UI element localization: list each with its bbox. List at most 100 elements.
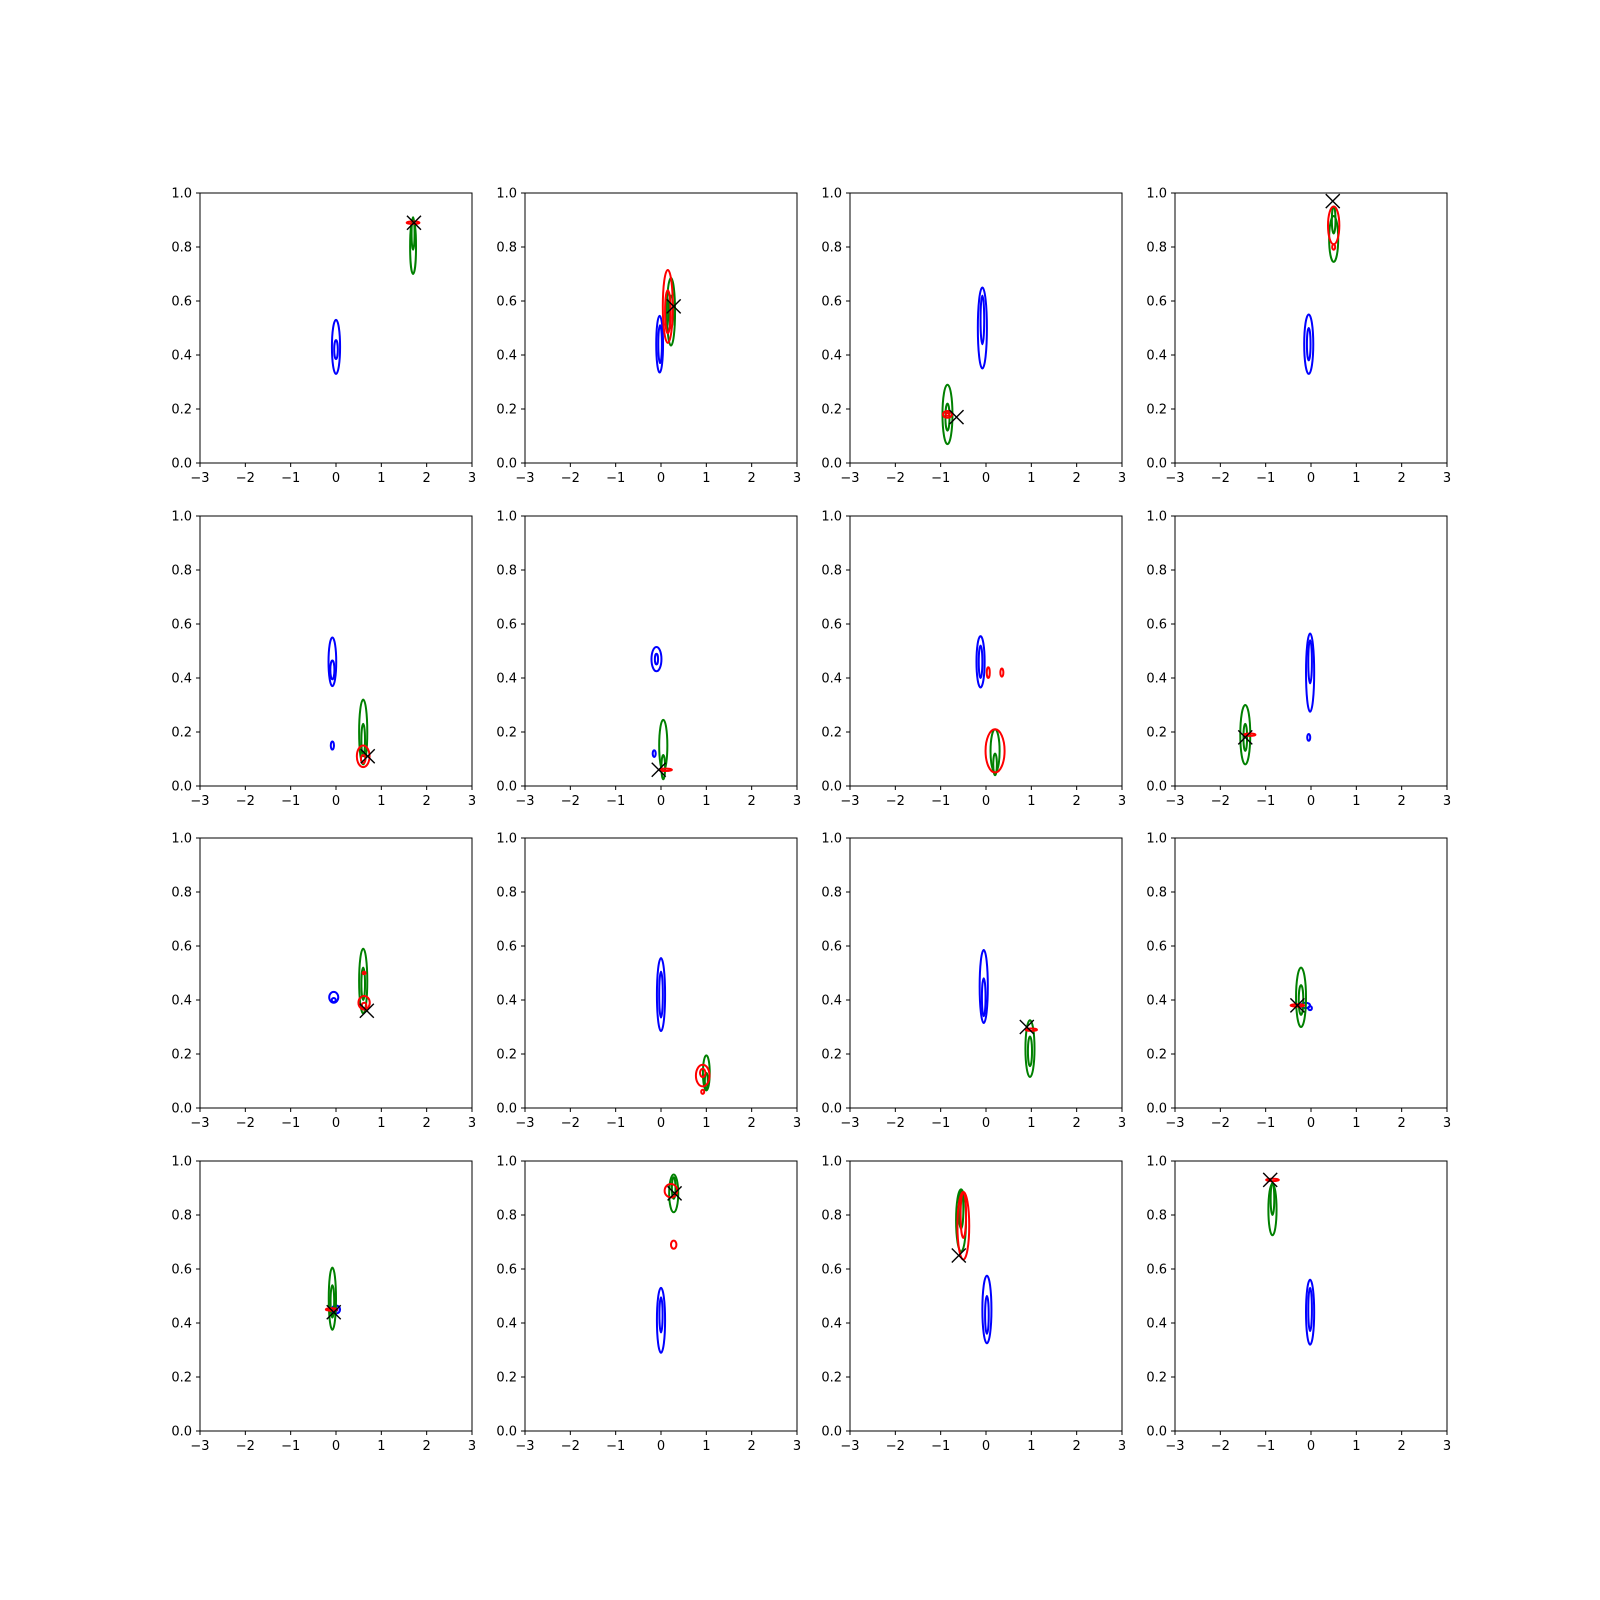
x-tick-label: −2	[886, 794, 905, 809]
x-tick-label: 3	[793, 794, 801, 809]
x-tick-label: −1	[1256, 794, 1275, 809]
blue-contour-2	[657, 324, 663, 365]
y-tick-label: 0.4	[821, 1317, 842, 1332]
blue-contour-1	[655, 957, 667, 1033]
plot-area	[324, 1266, 342, 1331]
y-tick-label: 0.0	[1146, 1425, 1167, 1440]
x-tick-label: −2	[561, 794, 580, 809]
y-tick-label: 0.8	[821, 1209, 842, 1224]
blue-contour-2	[1307, 639, 1313, 685]
y-tick-label: 0.8	[496, 241, 517, 256]
subplot-9: −3 −2 −1 0 1 2 3 0.0 0.2 0.4 0.6 0.8 1.0	[171, 832, 476, 1132]
y-tick-label: 1.0	[821, 1155, 842, 1170]
y-tick-label: 0.6	[821, 618, 842, 633]
red-contour-2	[985, 666, 991, 679]
axes-frame	[524, 1160, 798, 1432]
x-tick-label: 2	[748, 794, 756, 809]
red-contour-3	[700, 1088, 706, 1095]
y-tick-label: 0.4	[171, 1317, 192, 1332]
blue-contour-1	[330, 318, 342, 375]
y-tick-label: 0.8	[821, 241, 842, 256]
green-contour-2	[670, 1176, 677, 1200]
subplot-3: −3 −2 −1 0 1 2 3 0.0 0.2 0.4 0.6 0.8 1.0	[821, 187, 1126, 487]
plot-area	[1303, 193, 1341, 375]
subplot-16: −3 −2 −1 0 1 2 3 0.0 0.2 0.4 0.6 0.8 1.0	[1146, 1155, 1451, 1455]
y-tick-label: 0.0	[1146, 1102, 1167, 1117]
green-contour-2	[1242, 722, 1249, 752]
blue-contour-3	[1306, 733, 1312, 742]
y-tick-label: 0.4	[171, 672, 192, 687]
y-tick-label: 0.0	[171, 1425, 192, 1440]
x-marker	[360, 748, 376, 764]
x-tick-label: −2	[1211, 1116, 1230, 1131]
y-tick-label: 0.8	[171, 564, 192, 579]
subplot-5: −3 −2 −1 0 1 2 3 0.0 0.2 0.4 0.6 0.8 1.0	[171, 510, 476, 810]
x-tick-label: −1	[606, 471, 625, 486]
y-tick-label: 1.0	[496, 187, 517, 202]
y-tick-label: 0.6	[496, 1263, 517, 1278]
x-marker	[1262, 1172, 1278, 1188]
x-tick-label: 2	[423, 471, 431, 486]
x-tick-label: 1	[1352, 1439, 1360, 1454]
blue-contour-2	[980, 977, 987, 1018]
y-tick-label: 0.8	[496, 564, 517, 579]
x-tick-label: 3	[468, 471, 476, 486]
blue-contour-2	[333, 339, 339, 361]
y-tick-label: 1.0	[1146, 510, 1167, 525]
blue-contour-1	[655, 1286, 667, 1354]
y-tick-label: 1.0	[821, 187, 842, 202]
subplot-7: −3 −2 −1 0 1 2 3 0.0 0.2 0.4 0.6 0.8 1.0	[821, 510, 1126, 810]
x-tick-label: 1	[1352, 471, 1360, 486]
x-marker	[666, 298, 682, 314]
x-marker	[1325, 193, 1341, 209]
red-contour-2	[698, 1067, 707, 1078]
x-tick-label: 2	[423, 794, 431, 809]
y-tick-label: 0.0	[821, 1425, 842, 1440]
x-tick-label: 3	[468, 1116, 476, 1131]
axes-frame	[199, 192, 473, 464]
x-tick-label: −2	[561, 1116, 580, 1131]
axes-frame	[1174, 837, 1448, 1109]
x-tick-label: 3	[1443, 471, 1451, 486]
green-contour-1	[941, 383, 954, 446]
x-tick-label: −1	[931, 1439, 950, 1454]
y-tick-label: 0.6	[821, 940, 842, 955]
plot-area	[655, 957, 711, 1095]
y-tick-label: 1.0	[821, 510, 842, 525]
green-contour-1	[358, 698, 369, 766]
red-contour-1	[1289, 1003, 1306, 1008]
x-tick-label: −3	[1165, 471, 1184, 486]
green-contour-1	[1267, 1182, 1278, 1237]
plot-area	[330, 215, 422, 375]
red-contour-3	[999, 667, 1005, 678]
blue-contour-1	[650, 645, 663, 673]
x-tick-label: 3	[1118, 471, 1126, 486]
x-tick-label: 0	[982, 471, 990, 486]
y-tick-label: 0.0	[496, 457, 517, 472]
y-tick-label: 0.2	[496, 1371, 517, 1386]
green-contour-2	[410, 216, 416, 251]
x-tick-label: 2	[748, 471, 756, 486]
blue-contour-2	[977, 644, 984, 679]
x-tick-label: −2	[1211, 1439, 1230, 1454]
y-tick-label: 0.6	[496, 940, 517, 955]
x-tick-label: −3	[190, 1116, 209, 1131]
y-tick-label: 0.8	[496, 1209, 517, 1224]
y-tick-label: 1.0	[1146, 187, 1167, 202]
y-tick-label: 0.8	[171, 1209, 192, 1224]
y-tick-label: 0.6	[1146, 940, 1167, 955]
plot-area	[951, 1188, 993, 1345]
green-contour-1	[668, 1173, 680, 1214]
y-tick-label: 0.6	[171, 940, 192, 955]
x-tick-label: 0	[657, 1439, 665, 1454]
subplot-4: −3 −2 −1 0 1 2 3 0.0 0.2 0.4 0.6 0.8 1.0	[1146, 187, 1451, 487]
x-tick-label: 2	[1073, 1439, 1081, 1454]
x-tick-label: −3	[190, 794, 209, 809]
x-tick-label: −3	[1165, 1439, 1184, 1454]
x-tick-label: −3	[515, 1439, 534, 1454]
x-marker	[1237, 729, 1253, 745]
red-contour-3	[361, 970, 367, 976]
x-tick-label: 1	[1027, 1439, 1035, 1454]
blue-contour-2	[330, 996, 337, 1004]
